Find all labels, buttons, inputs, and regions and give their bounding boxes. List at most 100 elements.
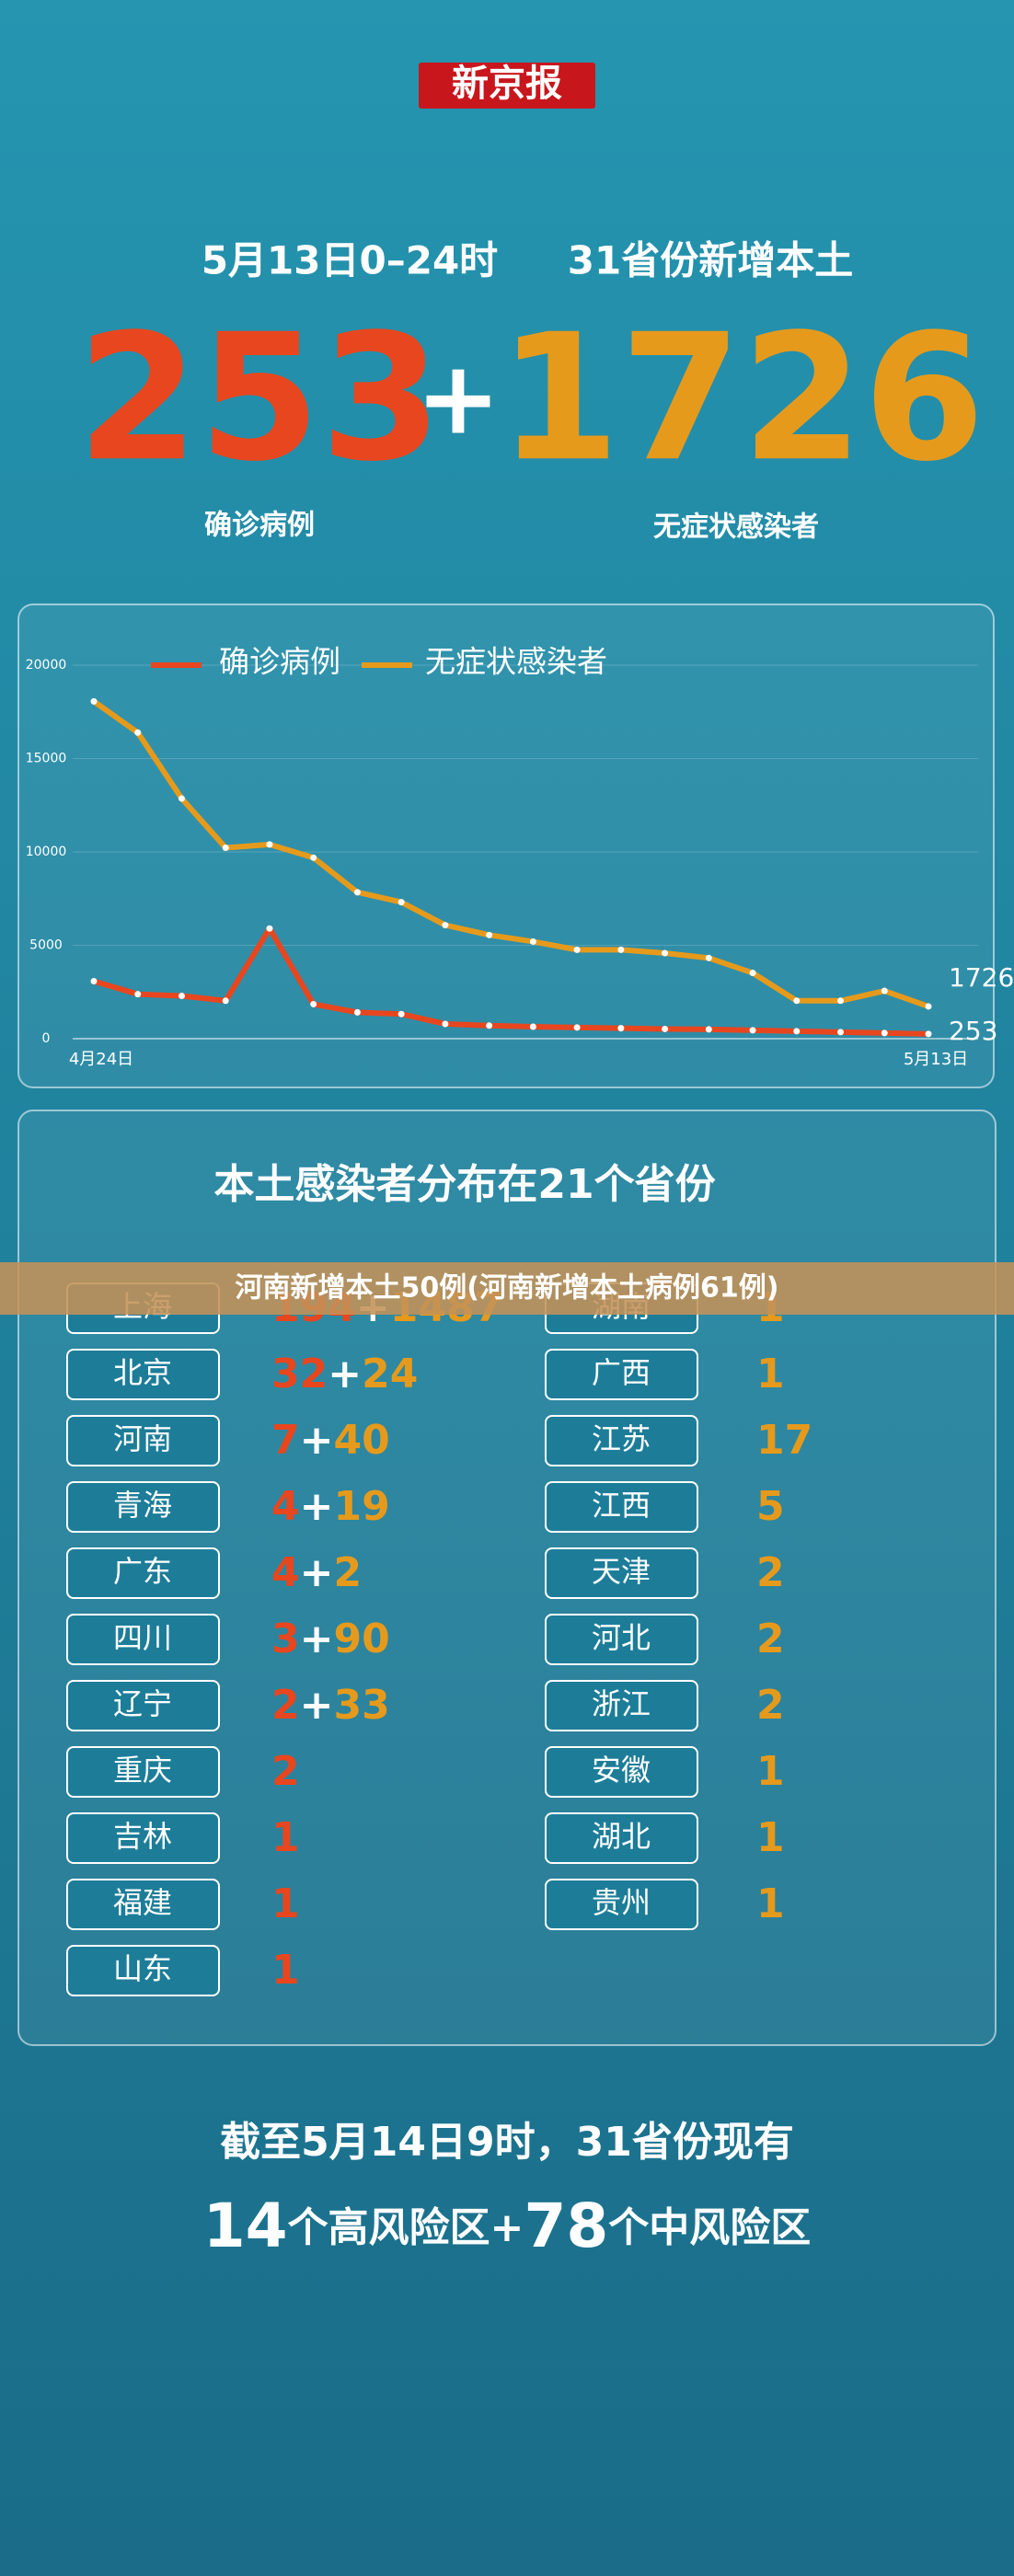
point bbox=[793, 1028, 801, 1035]
point bbox=[573, 1024, 581, 1031]
point bbox=[310, 854, 317, 861]
point bbox=[705, 1026, 712, 1033]
scope: 31省份新增本土 bbox=[568, 238, 853, 283]
distribution-title: 本土感染者分布在21个省份 bbox=[213, 1161, 715, 1208]
confirmed: 1 bbox=[271, 1947, 300, 1994]
point bbox=[529, 1023, 536, 1030]
point bbox=[837, 997, 845, 1005]
confirmed-total: 253 bbox=[77, 296, 443, 500]
end-label: 1726 bbox=[949, 962, 1014, 993]
point bbox=[749, 970, 756, 977]
province-name: 湖北 bbox=[592, 1819, 651, 1854]
province-value: 2 bbox=[271, 1748, 300, 1795]
province-box bbox=[66, 1812, 220, 1864]
mid-count: 78 bbox=[524, 2191, 608, 2261]
plus: + bbox=[300, 1483, 334, 1530]
point bbox=[353, 1008, 361, 1016]
x-tick-label: 4月24日 bbox=[69, 1050, 133, 1069]
point bbox=[749, 1027, 756, 1034]
asymptomatic: 33 bbox=[334, 1682, 390, 1729]
point bbox=[662, 1025, 669, 1032]
logo: 新京报 bbox=[452, 62, 562, 105]
end-label: 253 bbox=[949, 1016, 997, 1046]
province-box bbox=[545, 1547, 698, 1599]
confirmed: 7 bbox=[271, 1417, 300, 1464]
y-tick-label: 20000 bbox=[26, 658, 67, 673]
province-value: 2 bbox=[756, 1682, 785, 1729]
province-name: 广东 bbox=[113, 1554, 172, 1589]
province-value: 4+19 bbox=[271, 1483, 390, 1530]
province-value: 1 bbox=[756, 1814, 785, 1861]
point bbox=[793, 997, 801, 1005]
distribution-panel bbox=[17, 1110, 997, 2046]
point bbox=[178, 795, 185, 802]
point bbox=[134, 991, 142, 998]
asymptomatic-label: 无症状感染者 bbox=[653, 512, 819, 544]
province-name: 北京 bbox=[113, 1355, 172, 1390]
y-tick-label: 0 bbox=[42, 1031, 51, 1046]
province-name: 山东 bbox=[113, 1951, 172, 1986]
province-value: 32+24 bbox=[271, 1351, 418, 1397]
point bbox=[310, 1000, 317, 1007]
plus: + bbox=[416, 339, 501, 456]
point bbox=[486, 931, 493, 938]
province-box bbox=[545, 1879, 698, 1930]
asymptomatic: 1 bbox=[756, 1814, 785, 1861]
province-box bbox=[66, 1614, 220, 1665]
confirmed: 4 bbox=[271, 1549, 300, 1596]
province-box bbox=[66, 1945, 220, 1996]
confirmed: 3 bbox=[271, 1616, 300, 1662]
point bbox=[90, 977, 98, 984]
mid-label: 个中风险区 bbox=[608, 2204, 811, 2251]
confirmed: 2 bbox=[271, 1682, 300, 1729]
province-name: 广西 bbox=[592, 1355, 651, 1390]
legend-label: 确诊病例 bbox=[219, 644, 340, 680]
province-box bbox=[66, 1547, 220, 1599]
province-box bbox=[545, 1812, 698, 1864]
high-count: 14 bbox=[203, 2191, 288, 2261]
asymptomatic: 5 bbox=[756, 1483, 785, 1530]
point bbox=[398, 1010, 405, 1018]
province-value: 1 bbox=[756, 1748, 785, 1795]
point bbox=[222, 845, 229, 852]
province-name: 江苏 bbox=[592, 1421, 651, 1456]
asymptomatic: 2 bbox=[756, 1682, 785, 1729]
logo-box bbox=[419, 63, 595, 109]
province-box bbox=[545, 1481, 698, 1533]
point bbox=[662, 949, 669, 957]
confirmed: 2 bbox=[271, 1748, 300, 1795]
y-tick-label: 15000 bbox=[26, 752, 67, 766]
province-value: 1 bbox=[271, 1947, 300, 1994]
province-name: 福建 bbox=[113, 1885, 172, 1920]
province-box bbox=[545, 1415, 698, 1466]
confirmed: 1 bbox=[271, 1880, 300, 1927]
province-box bbox=[66, 1481, 220, 1533]
point bbox=[705, 954, 712, 961]
province-value: 1 bbox=[271, 1880, 300, 1927]
banner-bg bbox=[0, 1262, 1014, 1315]
province-name: 辽宁 bbox=[113, 1686, 172, 1721]
point bbox=[925, 1003, 932, 1010]
province-value: 1 bbox=[271, 1814, 300, 1861]
asymptomatic-total: 1726 bbox=[499, 296, 985, 500]
province-box bbox=[66, 1680, 220, 1731]
plus: + bbox=[328, 1351, 362, 1397]
province-name: 江西 bbox=[592, 1488, 651, 1523]
province-value: 4+2 bbox=[271, 1549, 362, 1596]
province-name: 四川 bbox=[113, 1620, 172, 1655]
point bbox=[442, 922, 449, 929]
point bbox=[486, 1022, 493, 1029]
legend-label: 无症状感染者 bbox=[425, 644, 607, 680]
province-box bbox=[545, 1349, 698, 1400]
asymptomatic: 90 bbox=[334, 1616, 390, 1662]
asymptomatic: 17 bbox=[756, 1417, 812, 1464]
plus: + bbox=[300, 1417, 334, 1464]
high-label: 个高风险区+ bbox=[288, 2204, 524, 2251]
series-line bbox=[93, 926, 929, 1037]
asymptomatic: 2 bbox=[756, 1549, 785, 1596]
province-name: 重庆 bbox=[113, 1753, 172, 1788]
confirmed: 1 bbox=[271, 1814, 300, 1861]
province-value: 5 bbox=[756, 1483, 785, 1530]
asymptomatic: 40 bbox=[334, 1417, 390, 1464]
